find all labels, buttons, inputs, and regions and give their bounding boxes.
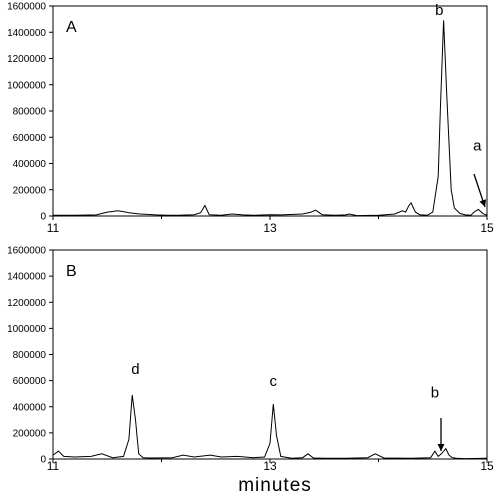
panel-label: B	[66, 263, 77, 280]
y-tick-label: 400000	[13, 159, 47, 170]
y-tick-label: 1200000	[7, 298, 46, 309]
y-tick-label: 200000	[13, 185, 47, 196]
plot-frame	[52, 249, 488, 460]
y-tick-label: 1600000	[7, 246, 46, 257]
x-tick-label: 15	[480, 459, 494, 473]
y-tick-label: 400000	[13, 402, 47, 413]
y-tick-label: 0	[40, 212, 46, 223]
y-tick-label: 1000000	[7, 324, 46, 335]
peak-label-d: d	[131, 361, 139, 378]
y-tick-label: 0	[40, 455, 46, 466]
y-tick-label: 600000	[13, 376, 47, 387]
arrow-head	[479, 199, 487, 207]
chromatogram-trace	[52, 394, 488, 460]
panel-a: 0 200000 400000 600000 800000 1000000 1200000 1…	[7, 2, 494, 236]
y-tick-label: 1400000	[7, 272, 46, 283]
peak-label-b: b	[431, 385, 439, 402]
x-tick-label: 11	[47, 459, 60, 473]
peak-label-a: a	[473, 137, 482, 154]
x-tick-label: 13	[263, 459, 277, 473]
y-tick-label: 1600000	[7, 2, 46, 13]
y-tick-label: 800000	[13, 107, 47, 118]
arrow-head	[437, 444, 445, 451]
y-tick-label: 1400000	[7, 28, 46, 39]
x-tick-label: 11	[47, 221, 60, 235]
peak-label-b: b	[435, 2, 443, 19]
peak-label-c: c	[270, 373, 278, 390]
panel-label: A	[66, 19, 77, 36]
plot-frame	[52, 5, 488, 217]
x-tick-label: 15	[480, 221, 494, 235]
x-tick-label: 13	[263, 221, 277, 235]
y-tick-label: 1000000	[7, 80, 46, 91]
x-axis-label: minutes	[238, 475, 312, 496]
y-tick-label: 1200000	[7, 54, 46, 65]
panel-b: 0 200000 400000 600000 800000 1000000 1200000 1…	[7, 246, 494, 474]
y-tick-label: 800000	[13, 350, 47, 361]
y-tick-label: 600000	[13, 133, 47, 144]
chromatogram-trace	[53, 20, 488, 217]
y-tick-label: 200000	[13, 428, 47, 439]
